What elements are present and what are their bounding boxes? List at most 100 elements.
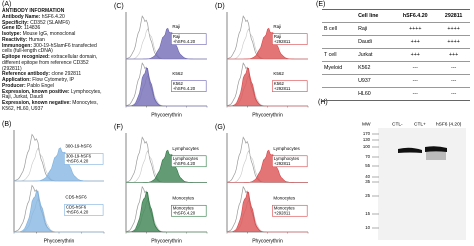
histogram-panel: (C)RajiRaji+hSF6.4.20K562K562+hSF6.4.20P… [114,3,208,118]
histogram-panel: (G) Lymphocytes Lymphocytes +292811 Monocyte… [215,124,309,244]
info-label: Specificity: [2,19,29,26]
x-axis-label: Phycoerythrin [151,112,182,118]
info-value: CD352 (SLAMF6) [30,19,70,26]
table-cell: K562 [356,61,394,75]
info-value: clone 292811 [51,71,82,78]
info-label: Isotype: [2,31,22,37]
stained-label: K562 [274,81,285,86]
panel-letter: (C) [114,3,124,10]
table-cell: +++ [393,35,438,49]
marker-label: 170 [363,131,371,136]
stained-label: +292811 [274,86,291,91]
info-label: Reactivity: [2,36,28,43]
stained-histogram [126,27,207,60]
info-row: Isotype: Mouse IgG, monoclonal [2,31,108,38]
marker-label: 15 [365,211,370,216]
marker-label: 70 [365,154,370,159]
table-cell: --- [437,74,470,88]
table-cell: B cell [322,22,357,36]
table-cell: --- [437,87,470,101]
table-cell: ++++ [393,22,438,36]
stained-label: +hSF6.4.20 [66,210,89,215]
control-label: Monocytes [273,196,296,201]
info-list: Antibody Name: hSF6.4.20 Specificity: CD3… [2,13,108,113]
stained-histogram [125,191,207,233]
table-cell: Raji [356,22,394,36]
stained-label: Lymphocytes [173,156,198,161]
control-label: Raji [172,24,180,29]
table-cell: Jurkat [356,48,394,62]
band [398,147,422,153]
lane-label: CTL+ [414,121,426,127]
stained-histogram [226,67,308,107]
panel-letter: (F) [114,124,123,131]
panel-letter: (A) [2,1,12,8]
stained-label-box [171,155,207,168]
info-row: Specificity: CD352 (SLAMF6) [2,19,108,27]
info-value: Pablo Engel [27,82,54,89]
smear [426,152,446,160]
marker-label: 55 [365,163,370,168]
stained-label: 300-19-hSF6 [66,154,92,159]
panel-letter: (G) [215,124,225,131]
stained-histogram [227,27,308,60]
info-row: Expression, known positive: Lymphocytes,… [2,89,108,102]
table-cell: +++ [393,48,438,62]
stained-label: +292811 [274,210,291,215]
panel-letter: (H) [318,99,328,106]
stained-label-box [272,33,308,45]
stained-label: Raji [173,34,180,39]
histogram-panel: (F)LymphocytesLymphocytes+hSF6.4.20Monoc… [114,124,208,244]
x-axis-label: Phycoerythrin [151,238,182,244]
table-cell [322,87,357,101]
control-label: Raji [273,24,281,29]
stained-label: Raji [274,34,281,39]
info-label: Reference antibody: [2,71,51,78]
table-row: Daudi +++ ++++ [322,35,470,49]
info-label: Gene ID: [2,25,23,32]
info-label: Producer: [2,82,26,89]
marker-label: 130 [363,137,371,142]
stained-histogram [227,149,308,183]
expression-table: Cell line hSF6.4.20 292811 B cell Raji ++++ ++… [322,9,470,101]
table-row: T cell Jurkat +++ +++ [322,48,470,62]
marker-label: 40 [365,174,370,179]
control-label: Monocytes [172,196,195,201]
control-label: K562 [172,71,183,76]
info-row: Gene ID: 114836 [2,25,108,32]
lane-label: hSF6 (4.20) [436,121,462,127]
table-cell: --- [393,74,438,88]
panel-letter: (B) [2,121,11,128]
info-row: Reference antibody: clone 292811 [2,71,108,78]
info-value: 300-19-hSlamF6 transfected cells (full-l… [2,42,97,55]
band [425,146,447,152]
control-label: CD5-hSF6 [65,195,87,200]
info-label: Epitope recognized: [2,54,50,60]
table-cell: HL60 [356,87,394,101]
info-value: Mouse IgG, monoclonal [22,31,76,37]
lane-label: MW [362,121,371,127]
table-row: B cell Raji ++++ ++++ [322,22,470,36]
stained-label: Lymphocytes [274,156,299,161]
blot [378,128,466,240]
table-cell: --- [437,61,470,75]
info-row: Expression, known negative: Monocytes, K… [2,100,108,113]
stained-label-box [171,33,207,45]
table-header: Cell line hSF6.4.20 292811 [322,9,470,23]
stained-label: CD5-hSF6 [66,205,87,210]
table-cell: +++ [437,48,470,62]
info-value: Flow Cytometry, IP [32,77,75,83]
info-row: Antibody Name: hSF6.4.20 [2,13,108,21]
histogram-panel: (D)RajiRaji+292811K562K562+292811Phycoer… [215,3,309,118]
table-cell: T cell [322,48,357,62]
info-label: Antibody Name: [2,13,41,20]
stained-label: +hSF6.4.20 [173,86,196,91]
marker-label: 100 [363,144,371,149]
stained-label: +hSF6.4.20 [173,161,196,166]
panel-e: (E) Cell line hSF6.4.20 292811 B cell Raji ++… [316,1,472,101]
control-label: Lymphocytes [273,146,300,151]
table-cell: Myeloid [322,61,357,75]
